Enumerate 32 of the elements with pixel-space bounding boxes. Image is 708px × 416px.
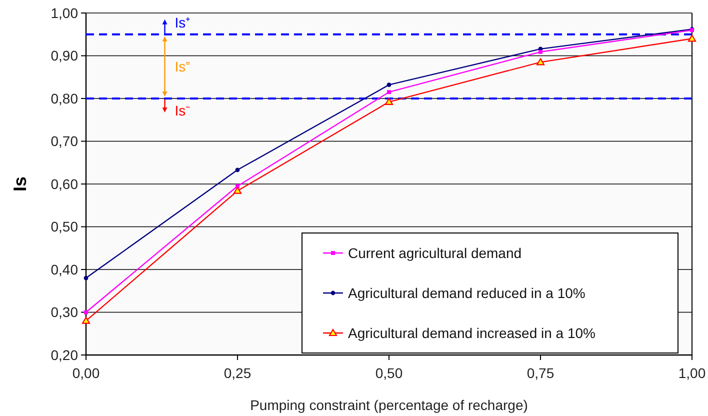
point	[84, 310, 88, 314]
y-tick-label: 0,80	[50, 90, 78, 106]
y-tick-label: 0,60	[50, 176, 78, 192]
y-axis-title: Is	[10, 176, 30, 192]
y-tick-label: 0,20	[50, 346, 78, 363]
y-tick-label: 0,90	[50, 48, 78, 64]
point	[538, 50, 542, 54]
x-tick-label: 0,00	[72, 365, 100, 381]
x-tick-label: 1,00	[678, 365, 706, 381]
y-tick-label: 0,40	[50, 261, 78, 278]
legend-label: Agricultural demand reduced in a 10%	[348, 284, 586, 301]
point	[386, 82, 392, 88]
legend-label: Agricultural demand increased in a 10%	[348, 324, 596, 341]
annotation: Is⁺	[174, 14, 191, 30]
x-tick-label: 0,25	[224, 365, 252, 381]
point	[384, 98, 394, 105]
y-tick-label: 1,00	[50, 4, 78, 21]
x-axis-title: Pumping constraint (percentage of recharge)	[250, 397, 528, 413]
y-tick-label: 0,70	[50, 133, 78, 150]
point	[387, 90, 391, 94]
point	[536, 58, 545, 66]
y-tick-label: 0,30	[50, 304, 78, 320]
annotation: Is⁼	[174, 58, 191, 74]
annotation: Is⁻	[174, 102, 191, 118]
point	[84, 276, 88, 280]
x-tick-label: 0,50	[375, 365, 403, 381]
point	[233, 186, 242, 194]
y-tick-label: 0,50	[50, 218, 78, 235]
point	[235, 168, 240, 172]
x-tick-label: 0,75	[526, 365, 554, 381]
point	[688, 34, 696, 42]
legend-label: Current agricultural demand	[348, 244, 522, 261]
